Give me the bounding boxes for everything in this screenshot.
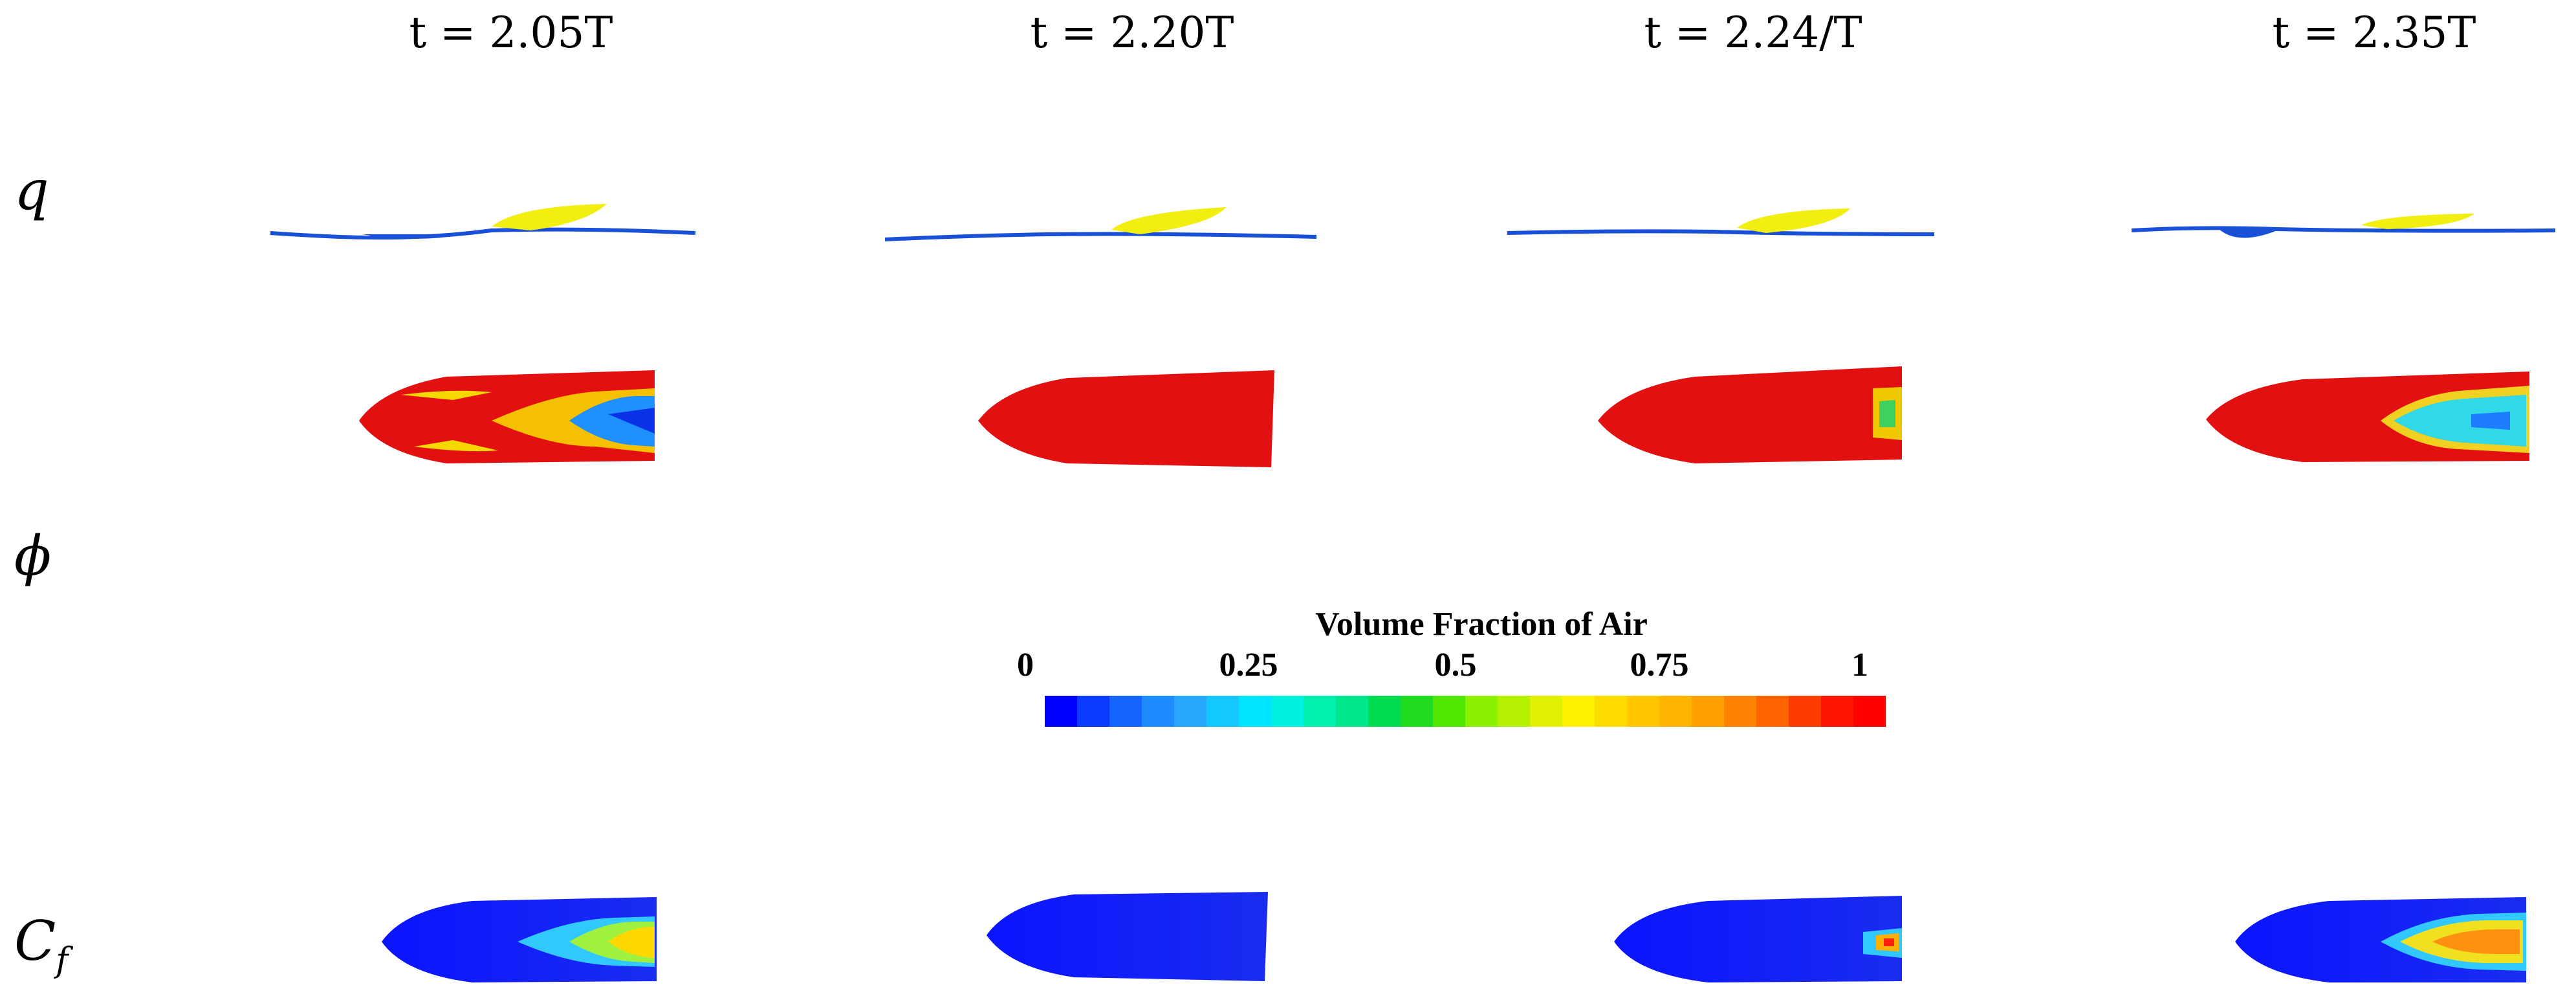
colorbar-cell (1756, 696, 1789, 727)
friction-pattern (608, 927, 655, 958)
time-label-col2: t = 2.20T (1030, 8, 1234, 58)
water-surface-line (270, 227, 696, 240)
time-label-col4: t = 2.35T (2272, 8, 2476, 58)
colorbar-cell (1627, 696, 1659, 727)
hull-bottom (1614, 896, 1902, 982)
colorbar-cell (1465, 696, 1498, 727)
colorbar-title: Volume Fraction of Air (1315, 606, 1648, 643)
colorbar-cell (1530, 696, 1562, 727)
time-label-col3: t = 2.24/T (1644, 8, 1862, 58)
water-trough (2219, 229, 2277, 238)
colorbar-cell (1724, 696, 1756, 727)
cf-panel-col2 (987, 892, 1268, 981)
colorbar-tick-0: 0 (1017, 647, 1034, 683)
hull-shape (492, 204, 607, 230)
colorbar-tick-0.25: 0.25 (1219, 647, 1278, 683)
colorbar-cell (1368, 696, 1401, 727)
water-trough (362, 234, 466, 239)
free-surface-panel-col1 (270, 204, 696, 240)
colorbar-cell (1109, 696, 1142, 727)
colorbar-cell (1853, 696, 1886, 727)
time-label-col1: t = 2.05T (409, 8, 613, 58)
friction-pattern (1884, 938, 1894, 946)
water-surface-line (1507, 229, 1935, 236)
row-label-q: q (14, 159, 49, 222)
colorbar-cell (1239, 696, 1271, 727)
air-pattern (1879, 400, 1895, 427)
colorbar-cell (1174, 696, 1206, 727)
colorbar-tick-0.75: 0.75 (1630, 647, 1689, 683)
colorbar-cell (1271, 696, 1304, 727)
row-label-cf-base: C (14, 909, 56, 973)
colorbar-cell (1821, 696, 1853, 727)
free-surface-panel-col3 (1507, 208, 1935, 236)
colorbar-cell (1595, 696, 1627, 727)
air-pattern (2471, 412, 2510, 430)
air-pattern (569, 396, 655, 447)
row-label-phi: ϕ (14, 524, 52, 588)
phi-panel-col2 (978, 370, 1274, 467)
colorbar-cell (1433, 696, 1465, 727)
water-surface-line (2131, 226, 2556, 233)
colorbar-cell (1789, 696, 1821, 727)
colorbar-cell (1336, 696, 1368, 727)
colorbar-tick-0.5: 0.5 (1434, 647, 1477, 683)
colorbar-cell (1304, 696, 1336, 727)
colorbar-cell (1659, 696, 1692, 727)
phi-panel-col4 (2206, 371, 2529, 462)
air-pattern (2394, 395, 2526, 447)
phi-panel-col3 (1598, 366, 1902, 463)
colorbar-cell (1498, 696, 1530, 727)
phi-panel-col1 (359, 370, 655, 463)
colorbar-cell (1045, 696, 1077, 727)
colorbar-cell (1692, 696, 1724, 727)
colorbar (1045, 696, 1886, 727)
colorbar-cell (1142, 696, 1174, 727)
colorbar-cell (1077, 696, 1109, 727)
hull-shape (1737, 208, 1850, 233)
colorbar-cell (1206, 696, 1239, 727)
friction-pattern (2432, 929, 2520, 954)
free-surface-panel-col2 (884, 207, 1317, 241)
hull-bottom (1598, 366, 1902, 463)
cf-panel-col3 (1614, 896, 1902, 982)
row-label-cf-sub: f (56, 940, 69, 980)
colorbar-cell (1401, 696, 1433, 727)
cf-panel-col1 (382, 897, 657, 982)
free-surface-panel-col4 (2131, 214, 2556, 238)
air-pattern (608, 408, 655, 434)
cf-panel-col4 (2235, 897, 2526, 982)
colorbar-tick-1: 1 (1851, 647, 1868, 683)
hull-shape (1111, 207, 1227, 234)
hull-bottom (978, 370, 1274, 467)
hull-shape (2361, 214, 2474, 229)
colorbar-cell (1562, 696, 1595, 727)
water-surface-line (884, 232, 1317, 241)
row-label-cf: Cf (14, 909, 69, 980)
hull-bottom (987, 892, 1268, 981)
